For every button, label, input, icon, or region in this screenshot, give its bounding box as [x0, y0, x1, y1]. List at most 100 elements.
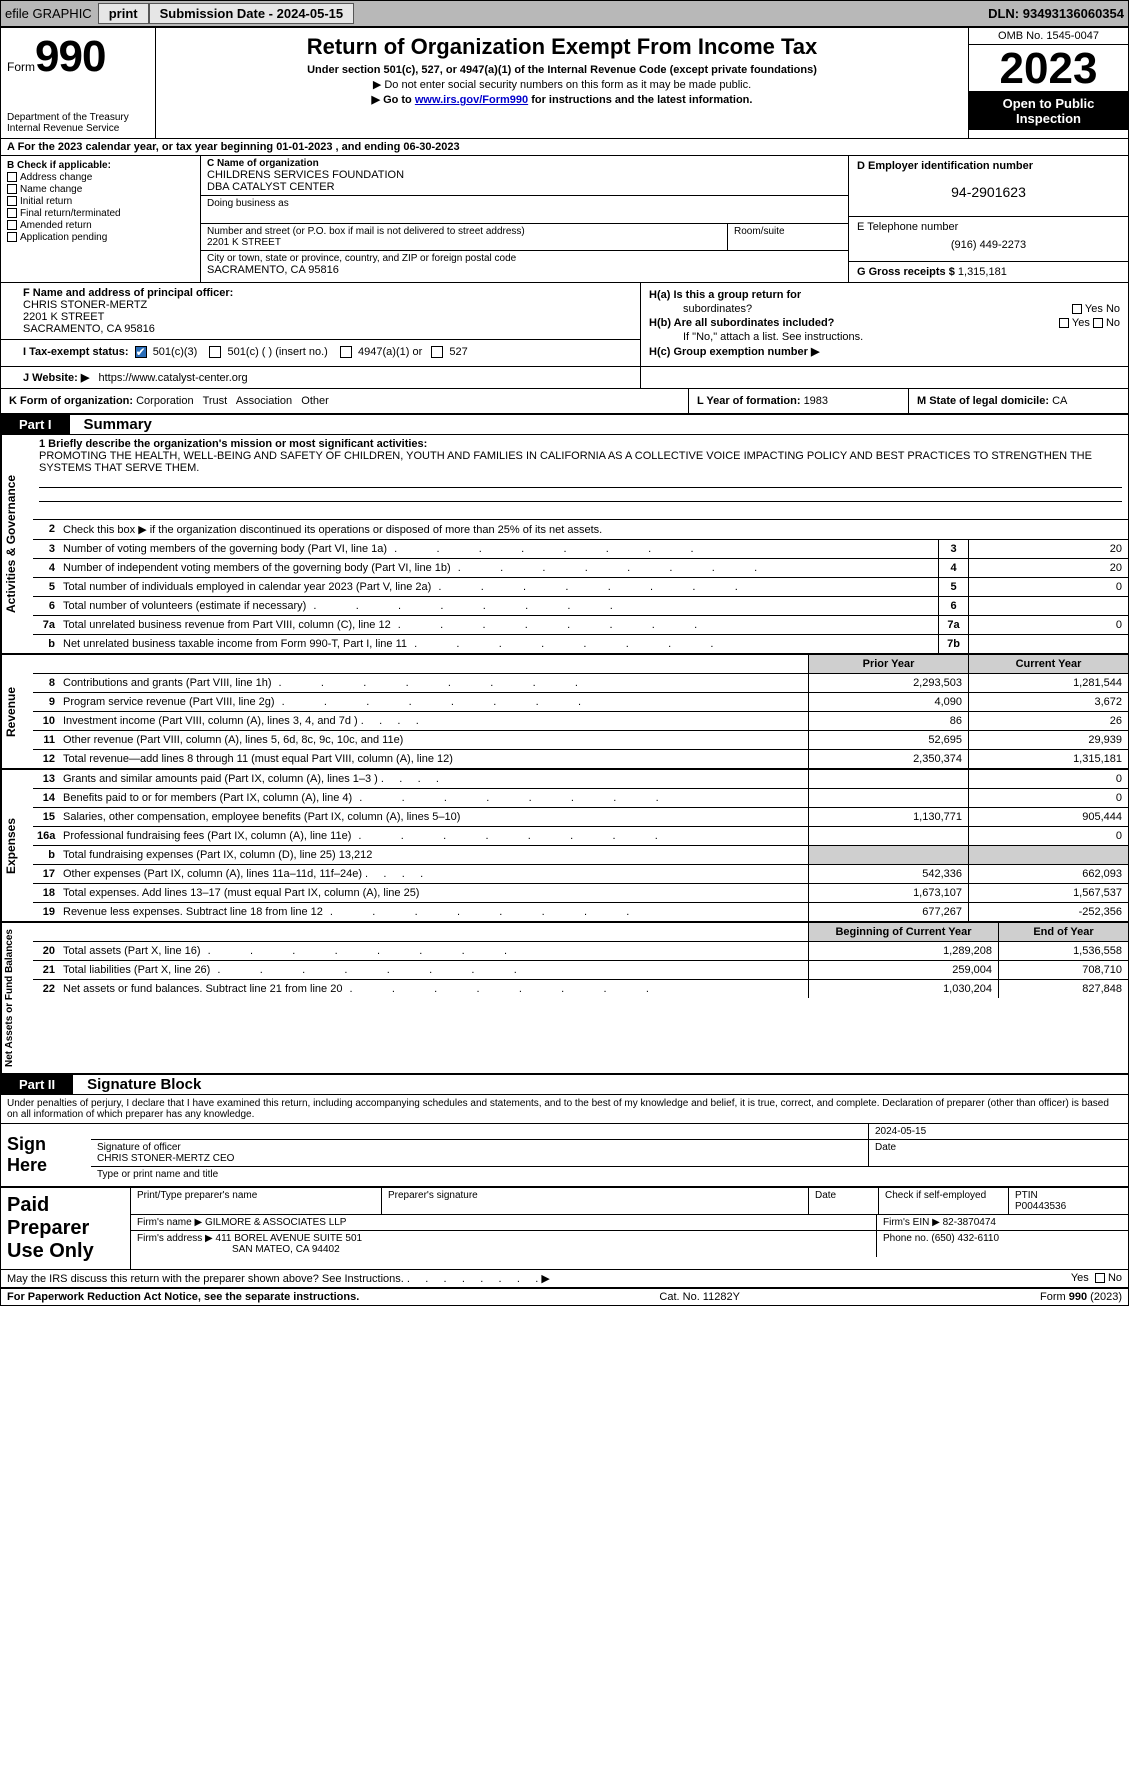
- pra-notice: For Paperwork Reduction Act Notice, see …: [7, 1291, 359, 1303]
- dept-treasury: Department of the Treasury: [7, 112, 149, 123]
- line-17: Other expenses (Part IX, column (A), lin…: [59, 865, 808, 883]
- bcy-hdr: Beginning of Current Year: [808, 923, 998, 941]
- line-13-cy: 0: [968, 770, 1128, 788]
- officer-name: CHRIS STONER-MERTZ: [23, 299, 147, 311]
- line-18: Total expenses. Add lines 13–17 (must eq…: [59, 884, 808, 902]
- line-2: Check this box ▶ if the organization dis…: [59, 520, 1128, 539]
- firm-ein: 82-3870474: [943, 1217, 996, 1228]
- firm-name: GILMORE & ASSOCIATES LLP: [205, 1217, 347, 1228]
- check-4947[interactable]: [340, 346, 352, 358]
- line-14: Benefits paid to or for members (Part IX…: [59, 789, 808, 807]
- check-address-change[interactable]: Address change: [7, 172, 194, 183]
- line-21-bcy: 259,004: [808, 961, 998, 979]
- top-toolbar: efile GRAPHIC print Submission Date - 20…: [0, 0, 1129, 27]
- line-22-bcy: 1,030,204: [808, 980, 998, 998]
- box-d: D Employer identification number 94-2901…: [849, 156, 1128, 217]
- instructions-link[interactable]: www.irs.gov/Form990: [415, 94, 528, 106]
- line-12-py: 2,350,374: [808, 750, 968, 768]
- ssn-warning: ▶ Do not enter social security numbers o…: [164, 78, 960, 91]
- box-l: L Year of formation: 1983: [688, 389, 908, 413]
- instructions-link-line: ▶ Go to www.irs.gov/Form990 for instruct…: [164, 93, 960, 106]
- line-19: Revenue less expenses. Subtract line 18 …: [59, 903, 808, 921]
- form-footer: Form 990 (2023): [1040, 1291, 1122, 1303]
- box-c: C Name of organization CHILDRENS SERVICE…: [201, 156, 848, 282]
- check-amended-return[interactable]: Amended return: [7, 220, 194, 231]
- irs-label: Internal Revenue Service: [7, 123, 149, 134]
- check-application-pending[interactable]: Application pending: [7, 232, 194, 243]
- section-net-assets: Net Assets or Fund Balances: [1, 923, 33, 1073]
- line-18-cy: 1,567,537: [968, 884, 1128, 902]
- catalog-number: Cat. No. 11282Y: [659, 1291, 740, 1303]
- sign-here-label: Sign Here: [1, 1124, 91, 1186]
- org-name: CHILDRENS SERVICES FOUNDATION: [207, 169, 842, 181]
- line-3-val: 20: [968, 540, 1128, 558]
- line-20-bcy: 1,289,208: [808, 942, 998, 960]
- line-16a-cy: 0: [968, 827, 1128, 845]
- line-16b: Total fundraising expenses (Part IX, col…: [59, 846, 808, 864]
- phone: (916) 449-2273: [857, 233, 1120, 257]
- hb-no[interactable]: [1093, 318, 1103, 328]
- check-501c3[interactable]: [135, 346, 147, 358]
- box-k: K Form of organization: Corporation Trus…: [1, 389, 688, 413]
- line-15-py: 1,130,771: [808, 808, 968, 826]
- discuss-no[interactable]: [1095, 1273, 1105, 1283]
- line-17-py: 542,336: [808, 865, 968, 883]
- mission-text: PROMOTING THE HEALTH, WELL-BEING AND SAF…: [39, 450, 1092, 474]
- line-19-py: 677,267: [808, 903, 968, 921]
- line-12-cy: 1,315,181: [968, 750, 1128, 768]
- line-14-py: [808, 789, 968, 807]
- line-11-cy: 29,939: [968, 731, 1128, 749]
- prior-year-hdr: Prior Year: [808, 655, 968, 673]
- line-18-py: 1,673,107: [808, 884, 968, 902]
- line-17-cy: 662,093: [968, 865, 1128, 883]
- check-501c[interactable]: [209, 346, 221, 358]
- line-22: Net assets or fund balances. Subtract li…: [59, 980, 808, 998]
- hb-yes[interactable]: [1059, 318, 1069, 328]
- check-527[interactable]: [431, 346, 443, 358]
- line-5-val: 0: [968, 578, 1128, 596]
- line-9-py: 4,090: [808, 693, 968, 711]
- line-13-py: [808, 770, 968, 788]
- line-9: Program service revenue (Part VIII, line…: [59, 693, 808, 711]
- org-dba: DBA CATALYST CENTER: [207, 181, 842, 193]
- public-inspection: Open to Public Inspection: [969, 91, 1128, 130]
- ha-yes[interactable]: [1072, 304, 1082, 314]
- perjury-declaration: Under penalties of perjury, I declare th…: [1, 1095, 1128, 1124]
- line-15-cy: 905,444: [968, 808, 1128, 826]
- line-9-cy: 3,672: [968, 693, 1128, 711]
- line-1-mission: 1 Briefly describe the organization's mi…: [33, 435, 1128, 520]
- line-7b-val: [968, 635, 1128, 653]
- line-16a: Professional fundraising fees (Part IX, …: [59, 827, 808, 845]
- line-7b: Net unrelated business taxable income fr…: [59, 635, 938, 653]
- self-employed-check[interactable]: Check if self-employed: [878, 1188, 1008, 1214]
- line-21: Total liabilities (Part X, line 26): [59, 961, 808, 979]
- ptin: P00443536: [1015, 1201, 1066, 1212]
- print-button[interactable]: print: [98, 3, 149, 24]
- firm-address: 411 BOREL AVENUE SUITE 501: [216, 1233, 363, 1244]
- submission-date: Submission Date - 2024-05-15: [149, 3, 355, 24]
- box-j: J Website: ▶ https://www.catalyst-center…: [1, 367, 641, 388]
- gross-receipts: 1,315,181: [958, 266, 1007, 278]
- row-a-tax-year: A For the 2023 calendar year, or tax yea…: [1, 139, 1128, 156]
- sign-date: 2024-05-15: [868, 1124, 1128, 1139]
- section-activities-governance: Activities & Governance: [1, 435, 33, 653]
- firm-address2: SAN MATEO, CA 94402: [137, 1244, 340, 1255]
- box-e: E Telephone number (916) 449-2273: [849, 217, 1128, 262]
- line-16b-py: [808, 846, 968, 864]
- check-name-change[interactable]: Name change: [7, 184, 194, 195]
- check-initial-return[interactable]: Initial return: [7, 196, 194, 207]
- form-number: Form990: [7, 32, 149, 82]
- section-ref: Under section 501(c), 527, or 4947(a)(1)…: [164, 64, 960, 76]
- room-suite: Room/suite: [728, 224, 848, 250]
- eoy-hdr: End of Year: [998, 923, 1128, 941]
- line-7a-val: 0: [968, 616, 1128, 634]
- section-expenses: Expenses: [1, 770, 33, 921]
- dln: DLN: 93493136060354: [988, 6, 1124, 21]
- box-h: H(a) Is this a group return for subordin…: [641, 283, 1128, 366]
- paid-preparer-label: Paid Preparer Use Only: [1, 1188, 131, 1269]
- line-15: Salaries, other compensation, employee b…: [59, 808, 808, 826]
- check-final-return[interactable]: Final return/terminated: [7, 208, 194, 219]
- line-11: Other revenue (Part VIII, column (A), li…: [59, 731, 808, 749]
- line-6-val: [968, 597, 1128, 615]
- box-g: G Gross receipts $ 1,315,181: [849, 262, 1128, 282]
